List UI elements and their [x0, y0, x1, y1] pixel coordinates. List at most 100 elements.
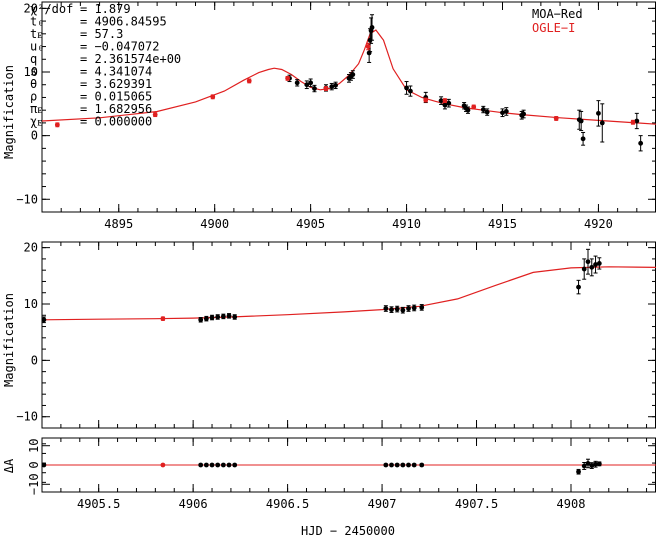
ogle-data-point	[285, 75, 290, 81]
middle-ylabel: Magnification	[2, 293, 16, 387]
moa-data-point	[400, 307, 406, 313]
param-value: = 4.341074	[80, 65, 152, 79]
moa-data-point	[585, 461, 591, 466]
top-ylabel: Magnification	[2, 65, 16, 159]
moa-data-point	[581, 463, 587, 469]
y-tick-label: 20	[24, 241, 38, 255]
moa-data-point	[41, 462, 47, 468]
moa-data-point	[389, 307, 394, 313]
y-tick-label: 10	[24, 65, 38, 79]
moa-data-point	[220, 462, 226, 468]
moa-data-point	[419, 304, 425, 310]
x-tick-label: 4910	[392, 217, 421, 231]
moa-data-point	[503, 109, 509, 114]
y-tick-label: −10	[27, 473, 41, 495]
moa-data-point	[596, 110, 601, 116]
x-tick-label: 4895	[104, 217, 133, 231]
model-curve	[41, 266, 656, 321]
x-tick-label: 4906.5	[266, 497, 309, 511]
x-tick-label: 4907.5	[455, 497, 498, 511]
moa-data-point	[438, 98, 444, 104]
moa-data-point	[593, 461, 598, 467]
x-axis-label: HJD − 2450000	[301, 524, 395, 538]
ogle-data-point	[152, 112, 158, 118]
y-tick-label: −10	[16, 410, 38, 424]
x-tick-label: 4908	[557, 497, 586, 511]
legend-moa-label: MOA−Red	[532, 7, 583, 21]
moa-data-point	[411, 462, 417, 468]
param-name: χᴇ	[30, 115, 43, 129]
moa-data-point	[406, 306, 411, 311]
residual-ylabel: ΔA	[2, 458, 16, 473]
moa-data-point	[215, 462, 221, 468]
moa-data-point	[294, 80, 300, 86]
legend-ogle-label: OGLE−I	[532, 21, 575, 35]
top-panel: −10 0 10 20 4895 4900 4905 4910 4915 4920	[16, 1, 656, 231]
moa-data-point	[578, 118, 584, 124]
y-tick-label: 0	[31, 353, 38, 367]
moa-data-point	[308, 80, 314, 86]
ogle-data-point	[160, 462, 166, 468]
moa-data-point	[383, 462, 389, 468]
moa-data-point	[333, 82, 338, 88]
x-tick-label: 4905	[296, 217, 325, 231]
moa-data-point	[400, 462, 406, 468]
moa-data-point	[599, 120, 605, 126]
ogle-data-point	[54, 122, 60, 128]
fit-parameters: χ²/dof = 1.879 t₀ = 4906.84595 tᴇ = 57.3 u₀ = −…	[30, 2, 181, 129]
ogle-data-point	[471, 104, 477, 110]
param-value: = −0.047072	[80, 40, 159, 54]
ogle-data-point	[160, 316, 166, 322]
moa-data-point	[232, 462, 238, 468]
param-value: = 3.629391	[80, 77, 152, 91]
moa-data-point	[369, 25, 375, 30]
moa-data-point	[226, 313, 232, 319]
y-tick-label: −10	[16, 192, 38, 206]
moa-data-point	[465, 107, 471, 113]
ogle-data-point	[423, 97, 429, 103]
ogle-data-point	[553, 116, 559, 121]
moa-data-point	[209, 315, 215, 320]
ogle-data-point	[365, 44, 371, 49]
param-name: t₀	[30, 15, 44, 29]
plot-frame-middle	[41, 241, 656, 429]
y-tick-label: 0	[27, 461, 41, 468]
param-name: s	[30, 65, 37, 79]
param-value: = 1.682956	[80, 102, 152, 116]
x-tick-label: 4906	[179, 497, 208, 511]
moa-data-point	[634, 118, 640, 124]
moa-data-point	[580, 136, 586, 142]
moa-data-point	[585, 259, 591, 265]
ogle-data-point	[246, 78, 252, 84]
param-name: tᴇ	[30, 27, 43, 41]
moa-data-point	[500, 110, 505, 116]
moa-data-point	[581, 266, 587, 272]
moa-data-point	[304, 82, 310, 88]
param-value: = 57.3	[80, 27, 123, 41]
ogle-data-point	[323, 86, 329, 91]
param-name: πᴇ	[30, 102, 43, 116]
moa-data-point	[198, 317, 204, 323]
moa-data-point	[226, 462, 232, 468]
param-name: q	[30, 52, 37, 66]
moa-data-point	[589, 463, 595, 468]
ogle-data-point	[630, 119, 636, 125]
moa-data-point	[220, 314, 226, 319]
moa-data-point	[198, 462, 204, 468]
moa-data-point	[593, 262, 598, 267]
x-tick-label: 4900	[200, 217, 229, 231]
moa-data-point	[408, 88, 413, 94]
moa-data-point	[350, 72, 356, 77]
param-name: θ	[30, 77, 37, 91]
y-tick-label: 10	[27, 438, 41, 452]
moa-data-point	[215, 314, 221, 320]
y-tick-label: 20	[24, 1, 38, 15]
param-value: = 0.000000	[80, 115, 152, 129]
moa-data-point	[232, 314, 238, 320]
x-tick-label: 4905.5	[77, 497, 120, 511]
moa-data-point	[589, 264, 595, 270]
param-value: = 4906.84595	[80, 15, 167, 29]
y-tick-label: 0	[31, 129, 38, 143]
moa-data-point	[446, 100, 452, 106]
